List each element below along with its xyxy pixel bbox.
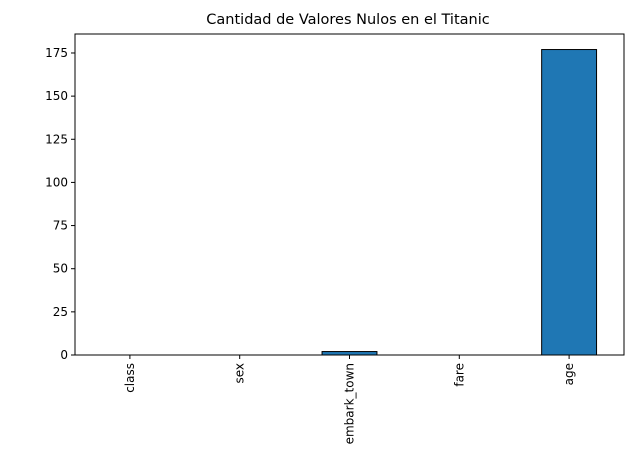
chart-title: Cantidad de Valores Nulos en el Titanic [206, 12, 489, 28]
y-tick-label: 50 [53, 262, 68, 276]
y-tick-label: 100 [45, 175, 68, 189]
y-tick-label: 125 [45, 132, 68, 146]
bar-embark_town [321, 351, 378, 356]
x-tick-label: sex [233, 363, 247, 384]
bars-group [321, 49, 598, 356]
plot-frame [74, 33, 625, 356]
y-tick-label: 175 [45, 46, 68, 60]
x-tick-label: fare [452, 363, 466, 387]
x-tick-label: age [562, 363, 576, 385]
x-tick-label: embark_town [343, 363, 357, 444]
bar-age [541, 49, 598, 356]
y-tick-label: 75 [53, 219, 68, 233]
y-tick-label: 25 [53, 305, 68, 319]
x-axis: class sex embark_town fare age [123, 355, 576, 444]
x-tick-label: class [123, 363, 137, 393]
y-tick-label: 0 [60, 348, 68, 362]
y-axis: 0 25 50 75 100 125 150 175 [45, 46, 75, 362]
y-tick-label: 150 [45, 89, 68, 103]
